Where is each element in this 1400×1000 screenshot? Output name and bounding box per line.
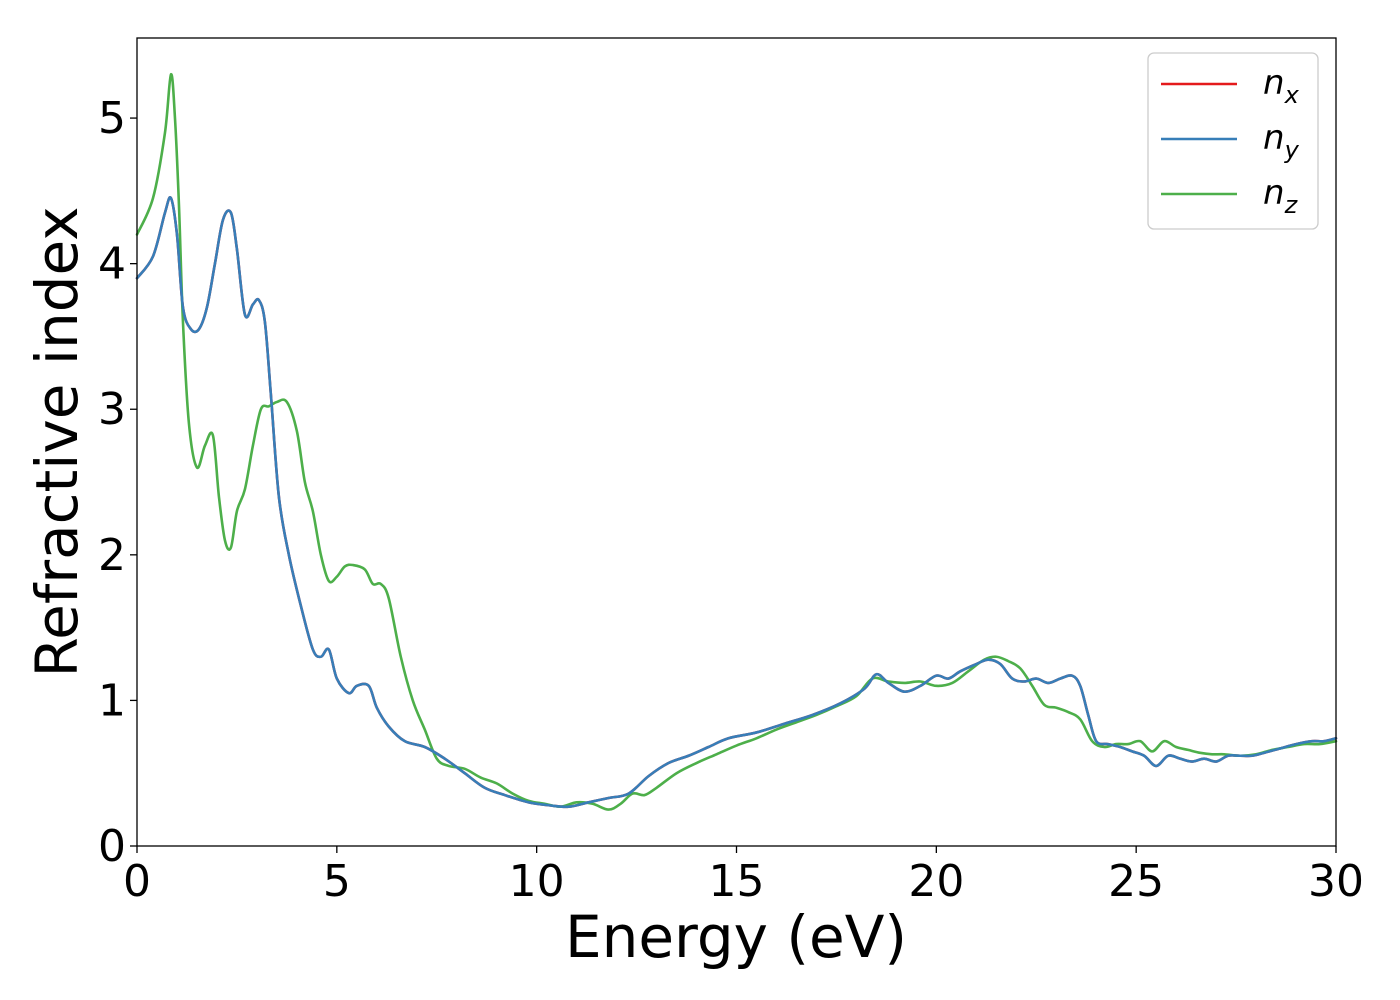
x-tick-label: 0 <box>123 856 151 907</box>
legend-box <box>1147 52 1319 230</box>
legend-label-z: nz <box>1263 173 1299 219</box>
y-tick-label: 0 <box>98 821 126 872</box>
x-axis-ticks: 0 5 10 15 20 25 30 <box>123 846 1364 907</box>
x-tick-label: 30 <box>1308 856 1364 907</box>
series-line-n-y <box>135 196 1338 809</box>
x-axis-title: Energy (eV) <box>565 903 907 971</box>
y-tick-label: 1 <box>98 675 126 726</box>
y-tick-label: 3 <box>98 384 126 435</box>
x-tick-label: 5 <box>323 856 351 907</box>
x-tick-label: 20 <box>908 856 964 907</box>
y-tick-label: 2 <box>98 530 126 581</box>
y-axis-ticks: 0 1 2 3 4 5 <box>98 93 137 872</box>
x-tick-label: 15 <box>709 856 765 907</box>
y-tick-label: 5 <box>98 93 126 144</box>
series-line-n-z <box>135 73 1338 811</box>
y-axis-title: Refractive index <box>23 206 91 677</box>
legend: nx ny nz <box>1147 52 1319 230</box>
y-tick-label: 4 <box>98 239 126 290</box>
plot-lines <box>135 73 1338 811</box>
legend-label-y: ny <box>1263 118 1300 164</box>
legend-label-x: nx <box>1263 63 1300 109</box>
x-tick-label: 25 <box>1108 856 1164 907</box>
x-tick-label: 10 <box>509 856 565 907</box>
